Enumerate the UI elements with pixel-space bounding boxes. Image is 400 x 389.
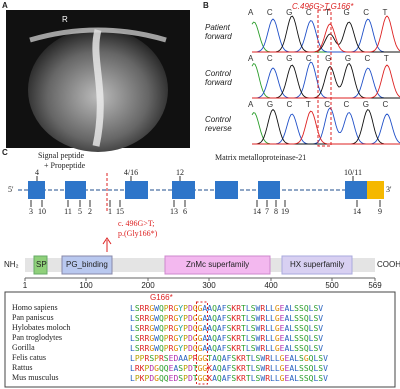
sequence: LSRRGWQPRGYPDGGAAQAFSKRTLSWRLLGEALSSQLSV: [130, 304, 323, 313]
trace-label: forward: [205, 32, 232, 41]
pg-label: PG_binding: [66, 260, 108, 269]
species: Hylobates moloch: [12, 323, 70, 332]
axis-label: 1: [23, 281, 28, 290]
variant-arrow: [102, 237, 112, 252]
count-above: 12: [176, 168, 184, 177]
count-below: 11: [64, 207, 72, 216]
sequence: LSRRGWQPRGYPDGGAAQAFSKRTLSWRLLGEALSSQLSV: [130, 314, 323, 323]
species: Felis catus: [12, 353, 46, 362]
sequence: LPPRSPRSEDAAPRGGTAQAFSKRTLSWRLLGEALSGQLS…: [130, 354, 328, 363]
species: Rattus: [12, 363, 32, 372]
gene-name: Matrix metalloproteinase-21: [215, 153, 306, 162]
mutation-box: [317, 9, 332, 147]
signal-label: + Propeptide: [44, 161, 86, 170]
trace: [252, 18, 400, 53]
exon: [345, 181, 367, 199]
axis-label: 500: [325, 281, 339, 290]
znmc-domain: [164, 255, 271, 275]
panel-label: A: [2, 1, 8, 10]
mutation-label: C.496G>T,G166*: [292, 2, 354, 11]
count-above: 4/16: [124, 168, 138, 177]
site-label: G166*: [150, 293, 173, 302]
count-below: 2: [88, 207, 92, 216]
count-below: 1: [108, 207, 112, 216]
sequence: LSRRGWQPRGYPDGGAAQAFSKRTLSWRLLGEALSSQLSV: [130, 334, 323, 343]
trace: [252, 64, 400, 99]
trace-label: Patient: [205, 23, 231, 32]
sp-domain: [33, 255, 48, 275]
species: Homo sapiens: [12, 303, 58, 312]
count-below: 14: [253, 207, 261, 216]
nh2: NH₂: [4, 260, 19, 269]
trace: [252, 110, 400, 145]
xray-clavicle: [29, 27, 167, 43]
axis-label: 200: [141, 281, 155, 290]
species: Pan paniscus: [12, 313, 54, 322]
trace-label: Control: [205, 69, 231, 78]
trace-label: reverse: [205, 124, 232, 133]
count-below: 5: [78, 207, 82, 216]
count-above: 10/11: [344, 168, 362, 177]
sequence: LSRRGWQPRGYPDGGAAQAFSKRTLSWRLLGEALSSQLSV: [130, 324, 323, 333]
sp-label: SP: [36, 260, 47, 269]
axis-label: 400: [264, 281, 278, 290]
utr: [367, 181, 384, 199]
trace-sequence: ACGCTGCT: [248, 8, 400, 17]
exon: [125, 181, 148, 199]
znmc-label: ZnMc superfamily: [186, 260, 249, 269]
count-below: 15: [116, 207, 124, 216]
axis-label: 100: [79, 281, 93, 290]
signal-label: Signal peptide: [38, 151, 84, 160]
trace: [252, 15, 400, 53]
species: Pan troglodytes: [12, 333, 62, 342]
trace-label: Control: [205, 115, 231, 124]
species: Gorilla: [12, 343, 35, 352]
trace-label: forward: [205, 78, 232, 87]
axis-label: 300: [202, 281, 216, 290]
panel-label: C: [2, 148, 8, 157]
alignment-box: [4, 291, 396, 388]
xray-marker: R: [62, 15, 68, 24]
five-prime: 5': [8, 185, 14, 194]
variant-label: p.(Gly166*): [118, 229, 158, 238]
count-below: 9: [378, 207, 382, 216]
exon: [65, 181, 86, 199]
count-below: 6: [183, 207, 187, 216]
variant-label: c. 496G>T;: [118, 219, 155, 228]
count-below: 7: [265, 207, 269, 216]
axis-label: 569: [368, 281, 382, 290]
count-below: 8: [274, 207, 278, 216]
cooh: COOH: [377, 260, 400, 269]
count-below: 3: [29, 207, 33, 216]
sequence: LPKPDGQQEDSPDTGGKAQAFSKRTLSWRLLGEALSSQLS…: [130, 374, 328, 383]
sequence: LSRRGWQPRGYPDGGAAQAFSKRTLSWRLLGEALSSQLSV: [130, 344, 323, 353]
site-box: [195, 301, 208, 385]
trace-sequence: ACGCGGCT: [248, 54, 400, 63]
three-prime: 3': [386, 185, 392, 194]
count-above: 4: [35, 168, 39, 177]
species: Mus musculus: [12, 373, 58, 382]
panel-label: B: [203, 1, 209, 10]
hx-domain: [281, 255, 353, 275]
trace: [252, 108, 400, 145]
trace-sequence: AGCTCCGC: [248, 100, 400, 109]
xray-spine: [92, 29, 104, 147]
count-below: 10: [38, 207, 46, 216]
hx-label: HX superfamily: [290, 260, 344, 269]
exon: [215, 181, 238, 199]
count-below: 19: [281, 207, 289, 216]
count-below: 13: [170, 207, 178, 216]
sequence: LRKPDGQQEASPDTGGKAQAFSKRTLSWRLLGEALSSQLS…: [130, 364, 328, 373]
exon: [172, 181, 195, 199]
exon: [258, 181, 280, 199]
count-below: 14: [353, 207, 361, 216]
pg-domain: [61, 255, 113, 275]
exon: [28, 181, 45, 199]
